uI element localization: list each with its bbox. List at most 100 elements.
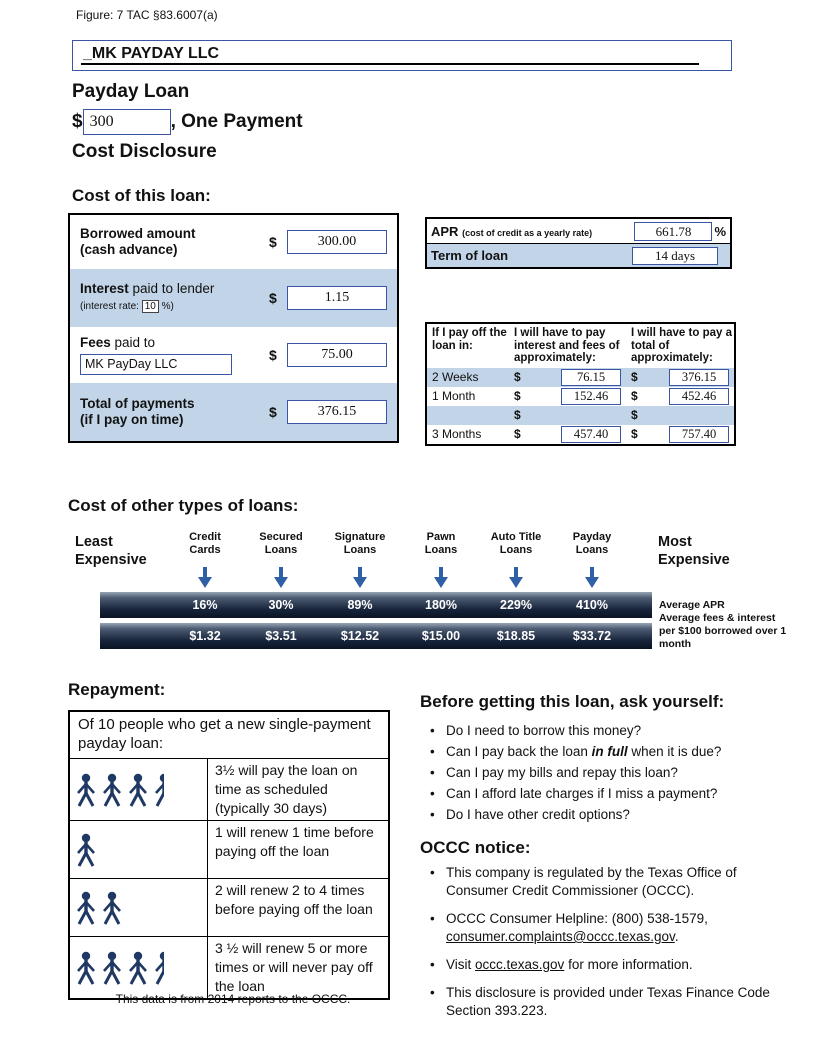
fees-label: Fees paid to MK PayDay LLC [80,335,269,375]
fee-value: $33.72 [572,629,612,643]
payoff-total-input[interactable] [669,407,729,424]
currency-symbol: $ [269,404,277,420]
person-icon [100,773,124,807]
amount-suffix: , One Payment [170,111,303,132]
interest-label: Interest paid to lender (interest rate: … [80,281,269,315]
loan-amount-line: $ 300 , One Payment [72,109,303,135]
payoff-interest-cell: $457.40 [509,425,626,443]
apr-label-bold: APR [431,223,459,239]
fee-bar-label: Average fees & interest per $100 borrowe… [659,612,787,650]
company-name-underline: _MK PAYDAY LLC [81,45,699,65]
interest-label-bold: Interest [80,281,129,296]
people-icons [70,759,208,820]
payoff-row-1-month: 1 Month $152.46 $452.46 [427,387,734,406]
currency-symbol: $ [631,389,638,403]
person-icon [74,773,98,807]
payoff-period: 1 Month [432,389,476,403]
payoff-total-cell: $ [626,407,734,424]
repayment-row-text: 3½ will pay the loan on time as schedule… [215,762,358,816]
apr-table: APR (cost of credit as a yearly rate) 66… [425,217,732,269]
occc-bullet: This company is regulated by the Texas O… [424,864,786,900]
fee-value: $1.32 [189,629,221,643]
currency-symbol: $ [631,408,638,422]
repayment-row: 2 will renew 2 to 4 times before paying … [70,879,388,937]
repayment-caption: This data is from 2014 reports to the OC… [115,992,351,1006]
currency-symbol: $ [514,408,521,422]
currency-symbol: $ [514,370,521,384]
total-payments-row: Total of payments (if I pay on time) $ 3… [70,383,397,441]
apr-row: APR (cost of credit as a yearly rate) 66… [427,219,730,243]
repayment-table: Of 10 people who get a new single-paymen… [68,710,390,1000]
borrowed-amount-label: Borrowed amount (cash advance) [80,226,196,257]
category-label: Secured Loans [259,531,303,556]
down-arrow-icon [274,567,288,589]
loan-amount-input[interactable]: 300 [82,109,171,135]
person-icon [100,891,124,925]
fees-amount-input[interactable]: 75.00 [287,343,387,367]
fees-label-bold: Fees [80,335,111,350]
figure-reference: Figure: 7 TAC §83.6007(a) [76,8,218,22]
apr-value: 180% [425,598,457,612]
apr-bar-label: Average APR [659,599,725,611]
ask-bullet: Do I have other credit options? [424,804,796,825]
interest-rate-input[interactable]: 10 [141,300,159,313]
person-icon [126,773,150,807]
apr-input[interactable]: 661.78 [634,221,713,241]
repayment-row: 3 ½ will renew 5 or more times or will n… [70,937,388,998]
repayment-table-title: Of 10 people who get a new single-paymen… [70,712,388,759]
ask-bullet: Can I pay my bills and repay this loan? [424,762,796,783]
apr-value: 410% [576,598,608,612]
category-label: Signature Loans [334,531,386,556]
interest-amount-input[interactable]: 1.15 [287,286,387,310]
down-arrow-icon [509,567,523,589]
ask-bullet: Do I need to borrow this money? [424,720,796,741]
ask-bullet: Can I pay back the loan in full when it … [424,741,796,762]
term-row: Term of loan 14 days [427,243,730,267]
borrowed-amount-row: Borrowed amount (cash advance) $ 300.00 [70,215,397,269]
company-name-field[interactable]: _MK PAYDAY LLC [72,40,732,71]
repayment-row-text: 3 ½ will renew 5 or more times or will n… [215,940,373,994]
comparison-heading: Cost of other types of loans: [68,496,299,515]
payoff-table: If I pay off the loan in: I will have to… [425,322,736,446]
payoff-interest-cell: $ [509,407,626,424]
payoff-interest-input[interactable] [561,407,621,424]
down-arrow-icon [353,567,367,589]
payoff-total-input[interactable]: 452.46 [669,387,729,405]
least-expensive-label: Least Expensive [75,534,147,568]
down-arrow-icon [434,567,448,589]
currency-symbol: $ [269,234,277,250]
ask-bullet: Can I afford late charges if I miss a pa… [424,783,796,804]
person-icon [74,833,98,867]
payoff-interest-input[interactable]: 152.46 [561,387,621,405]
person-icon [74,891,98,925]
apr-label: APR (cost of credit as a yearly rate) [431,224,634,239]
fees-payee-input[interactable]: MK PayDay LLC [80,354,232,375]
currency-symbol: $ [269,347,277,363]
payoff-total-cell: $757.40 [626,425,734,443]
payoff-total-cell: $452.46 [626,387,734,405]
payoff-interest-input[interactable]: 457.40 [561,425,621,443]
payoff-total-input[interactable]: 757.40 [669,425,729,443]
occc-bullet: OCCC Consumer Helpline: (800) 538-1579, … [424,910,786,946]
total-payments-input[interactable]: 376.15 [287,400,387,424]
payoff-interest-input[interactable]: 76.15 [561,368,621,386]
ask-bullet-list: Do I need to borrow this money? Can I pa… [424,720,796,825]
fee-bar: $1.32 $3.51 $12.52 $15.00 $18.85 $33.72 [100,623,652,649]
payoff-period: 2 Weeks [432,370,479,384]
email-link[interactable]: consumer.complaints@occc.texas.gov [446,929,675,944]
interest-label-rest: paid to lender [128,281,215,296]
payoff-col3-header: I will have to pay a total of approximat… [631,327,732,364]
category-label: Payday Loans [572,531,612,556]
apr-percent-sign: % [714,223,726,239]
currency-symbol: $ [72,111,83,132]
borrowed-amount-input[interactable]: 300.00 [287,230,387,254]
website-link[interactable]: occc.texas.gov [475,957,565,972]
apr-value: 89% [347,598,373,612]
payoff-total-input[interactable]: 376.15 [669,368,729,386]
interest-row: Interest paid to lender (interest rate: … [70,269,397,327]
currency-symbol: $ [631,427,638,441]
repayment-row: 3½ will pay the loan on time as schedule… [70,759,388,821]
term-input[interactable]: 14 days [632,246,718,265]
category-label: Credit Cards [189,531,221,556]
